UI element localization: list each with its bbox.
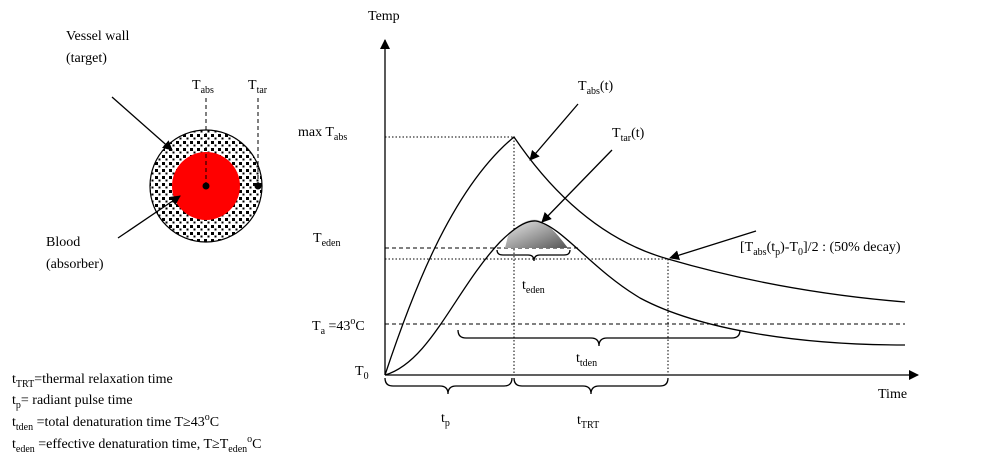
axis-label: Temp — [368, 9, 400, 24]
legend-entry: tp= radiant pulse time — [12, 393, 133, 411]
label: Vessel wall — [66, 29, 129, 44]
subscript: tar — [257, 85, 268, 96]
legend: tTRT=thermal relaxation time tp= radiant… — [12, 372, 262, 455]
legend-entry: tTRT=thermal relaxation time — [12, 372, 173, 390]
subscript: abs — [201, 85, 214, 96]
arrow — [530, 104, 578, 160]
subscript: tar — [621, 133, 632, 144]
subscript: tden — [580, 358, 597, 369]
label: ttden — [576, 351, 597, 369]
text: Vessel wall — [66, 29, 129, 44]
label: (target) — [66, 51, 107, 66]
text: Blood — [46, 235, 80, 250]
subscript: TRT — [16, 379, 34, 390]
label: T0 — [355, 364, 369, 382]
label: Blood — [46, 235, 80, 250]
text: =effective denaturation time, T≥T — [35, 437, 229, 452]
text: = radiant pulse time — [21, 393, 133, 408]
text: C — [210, 415, 219, 430]
text: Time — [878, 387, 907, 402]
text: (absorber) — [46, 257, 104, 272]
subscript: p — [445, 418, 450, 429]
text: C — [252, 437, 261, 452]
text: Temp — [368, 9, 400, 24]
label: (absorber) — [46, 257, 104, 272]
text: max T — [298, 125, 334, 140]
label: Tabs(t) — [578, 79, 613, 97]
label: Ttar(t) — [612, 126, 645, 144]
subscript: abs — [587, 86, 600, 97]
axis-label: Time — [878, 387, 907, 402]
legend-entry: teden =effective denaturation time, T≥Te… — [12, 434, 262, 455]
diagram: Vessel wall (target) Tabs Ttar Blood (ab… — [0, 0, 1002, 459]
text: (t) — [631, 126, 645, 141]
subscript: tden — [16, 422, 33, 433]
text: (target) — [66, 51, 107, 66]
curve-absorber — [385, 137, 905, 375]
label: tTRT — [577, 413, 599, 431]
vessel — [112, 97, 262, 242]
label: tp — [441, 411, 450, 429]
brace — [514, 378, 668, 394]
text: )-T — [780, 240, 798, 255]
label: max Tabs — [298, 125, 347, 143]
shaded-area — [505, 220, 568, 248]
subscript: eden — [228, 444, 247, 455]
label: [Tabs(tp)-T0]/2 : (50% decay) — [740, 240, 901, 258]
text: C — [355, 319, 364, 334]
subscript: eden — [16, 444, 35, 455]
text: ]/2 : (50% decay) — [803, 240, 901, 255]
legend-entry: ttden =total denaturation time T≥43oC — [12, 412, 219, 433]
label: Tabs — [192, 78, 214, 96]
subscript: eden — [322, 238, 341, 249]
label: Ttar — [248, 78, 268, 96]
text: (t) — [600, 79, 614, 94]
label: teden — [522, 278, 545, 296]
brace — [385, 378, 512, 394]
text: =thermal relaxation time — [34, 372, 173, 387]
text: =43 — [325, 319, 350, 334]
subscript: eden — [526, 285, 545, 296]
arrow — [112, 97, 172, 150]
subscript: abs — [753, 247, 766, 258]
brace — [458, 330, 740, 346]
page: Vessel wall (target) Tabs Ttar Blood (ab… — [0, 0, 1002, 459]
text: (t — [767, 240, 776, 255]
subscript: abs — [334, 132, 347, 143]
subscript: 0 — [364, 371, 369, 382]
text: [T — [740, 240, 754, 255]
label: Teden — [313, 231, 340, 249]
label: Ta =43oC — [312, 316, 365, 337]
subscript: TRT — [581, 420, 599, 431]
text: =total denaturation time T≥43 — [33, 415, 205, 430]
